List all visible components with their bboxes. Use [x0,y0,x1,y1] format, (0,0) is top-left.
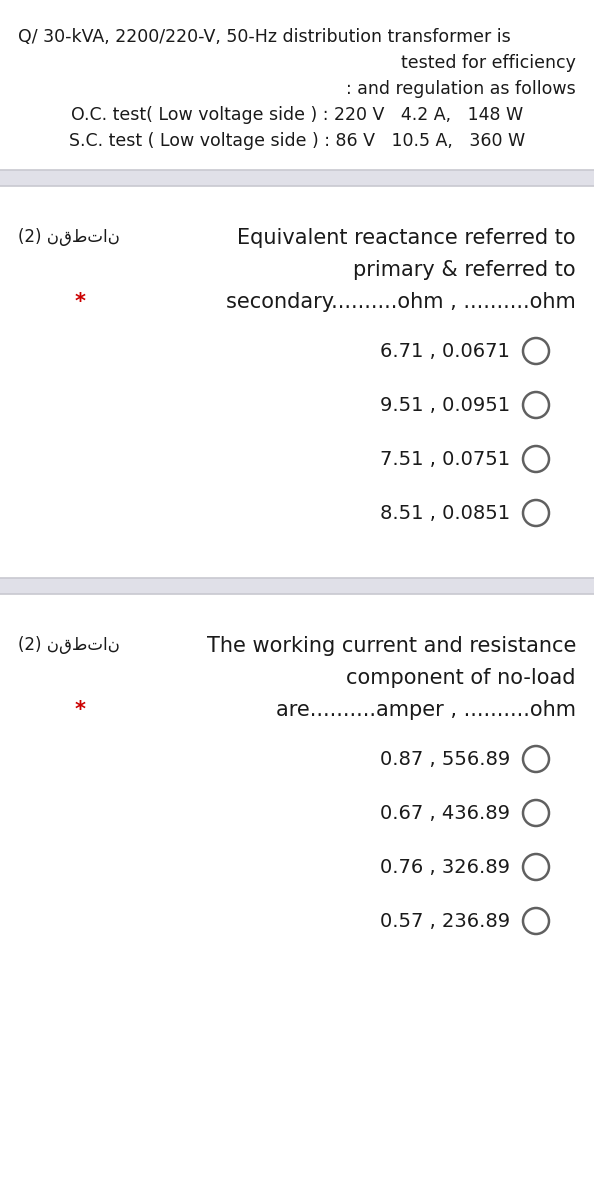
Text: (2) نقطتان: (2) نقطتان [18,228,120,246]
Text: 6.71 , 0.0671: 6.71 , 0.0671 [380,342,510,361]
Text: The working current and resistance: The working current and resistance [207,636,576,656]
Text: component of no-load: component of no-load [346,668,576,688]
Text: S.C. test ( Low voltage side ) : 86 V   10.5 A,   360 W: S.C. test ( Low voltage side ) : 86 V 10… [69,132,525,150]
Text: 0.76 , 326.89: 0.76 , 326.89 [380,858,510,877]
Text: 9.51 , 0.0951: 9.51 , 0.0951 [380,396,510,415]
Text: *: * [75,292,86,312]
Text: : and regulation as follows: : and regulation as follows [346,80,576,98]
Text: secondary..........ohm , ..........ohm: secondary..........ohm , ..........ohm [226,292,576,312]
Text: 8.51 , 0.0851: 8.51 , 0.0851 [380,504,510,523]
Text: 0.57 , 236.89: 0.57 , 236.89 [380,912,510,931]
Text: 7.51 , 0.0751: 7.51 , 0.0751 [380,450,510,469]
Text: tested for efficiency: tested for efficiency [401,54,576,72]
Text: 0.87 , 556.89: 0.87 , 556.89 [380,750,510,769]
Text: O.C. test( Low voltage side ) : 220 V   4.2 A,   148 W: O.C. test( Low voltage side ) : 220 V 4.… [71,106,523,124]
Text: primary & referred to: primary & referred to [353,260,576,280]
Bar [0,578,594,594]
Text: Equivalent reactance referred to: Equivalent reactance referred to [238,228,576,248]
Text: Q/ 30-kVA, 2200/220-V, 50-Hz distribution transformer is: Q/ 30-kVA, 2200/220-V, 50-Hz distributio… [18,28,511,46]
Bar [0,170,594,186]
Text: are..........amper , ..........ohm: are..........amper , ..........ohm [276,700,576,720]
Text: 0.67 , 436.89: 0.67 , 436.89 [380,804,510,823]
Text: (2) نقطتان: (2) نقطتان [18,636,120,654]
Text: *: * [75,700,86,720]
